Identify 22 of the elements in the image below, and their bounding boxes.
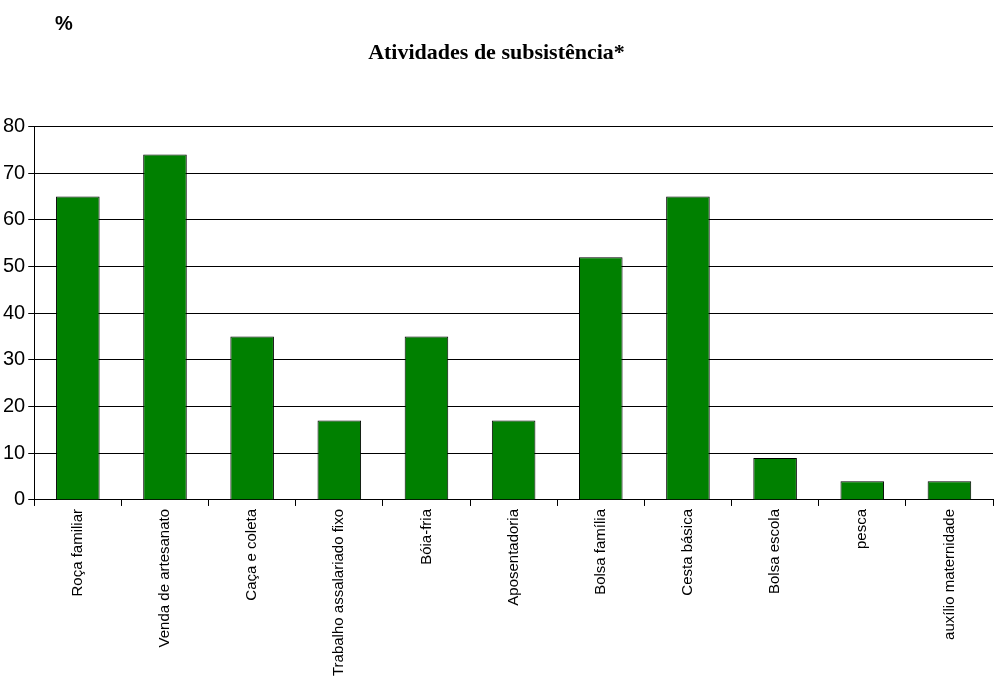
y-tick-label: 50 bbox=[3, 254, 26, 276]
y-tick-label: 20 bbox=[3, 394, 26, 417]
x-tick-label: Roça familiar bbox=[67, 508, 85, 597]
y-tick-label: 10 bbox=[3, 440, 26, 463]
x-tick-label: Cesta básica bbox=[678, 508, 696, 596]
x-tick-label: Trabalho assalariado fixo bbox=[329, 508, 347, 677]
y-tick-label: 80 bbox=[3, 113, 26, 136]
y-axis-title: % bbox=[55, 12, 73, 35]
y-tick-label: 60 bbox=[3, 207, 26, 230]
x-tick-label: Bolsa família bbox=[590, 508, 608, 595]
x-tick-label: Bolsa escola bbox=[765, 508, 783, 595]
chart-title: Atividades de subsistência* bbox=[368, 38, 625, 64]
x-tick-label: Aposentadoria bbox=[503, 508, 521, 606]
y-tick-label: 30 bbox=[3, 347, 26, 370]
x-tick-label: Bóia-fria bbox=[416, 508, 434, 565]
y-tick-label: 0 bbox=[14, 487, 26, 510]
y-tick-label: 70 bbox=[3, 160, 26, 183]
x-tick-label: Venda de artesanato bbox=[155, 508, 173, 648]
x-tick-label: pesca bbox=[852, 508, 870, 549]
x-tick-label: auxílio maternidade bbox=[939, 508, 957, 640]
x-tick-label: Caça e coleta bbox=[242, 508, 260, 601]
y-tick-label: 40 bbox=[3, 300, 26, 323]
